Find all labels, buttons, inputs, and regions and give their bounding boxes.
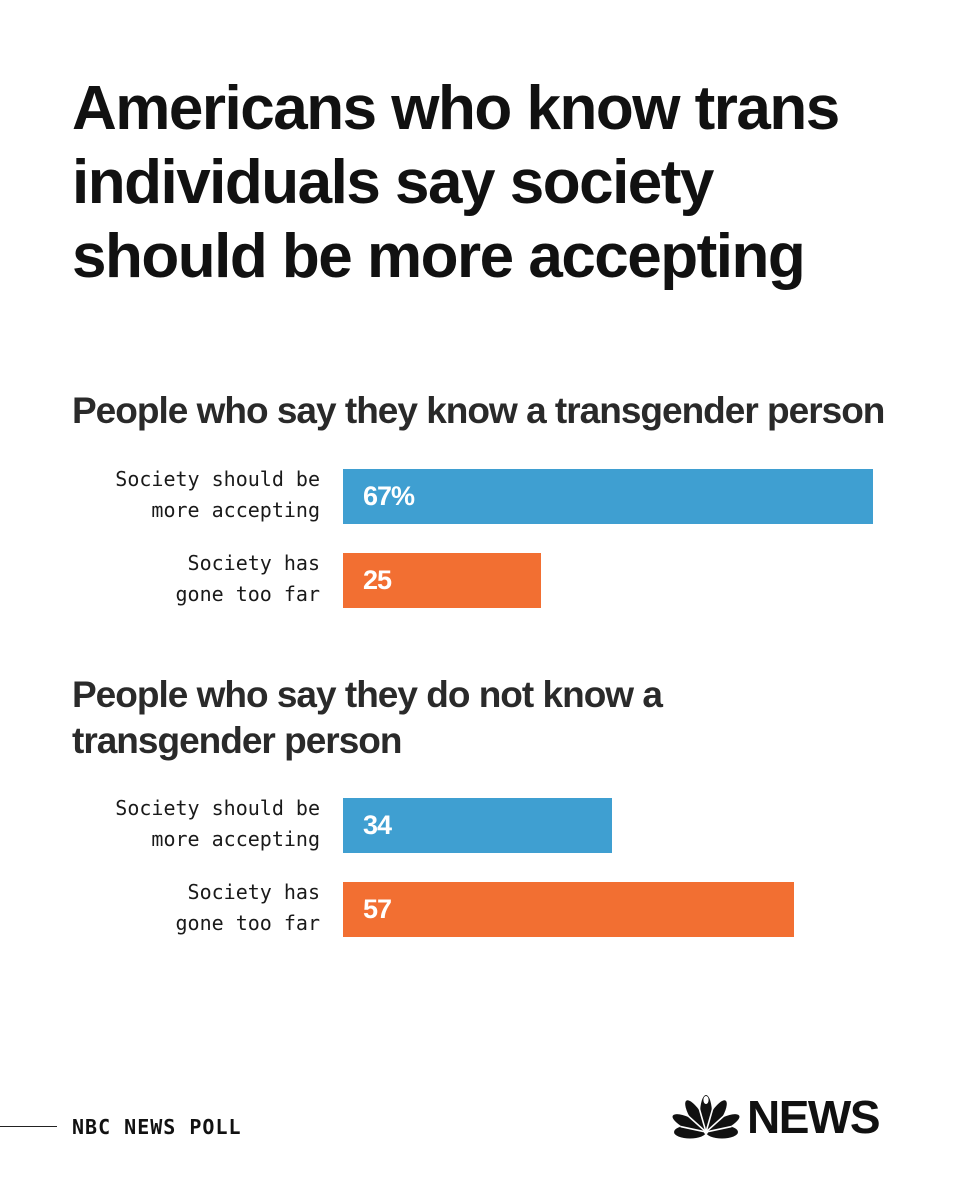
- bar-row: Society should be more accepting 67%: [0, 467, 960, 525]
- bar: 25: [343, 553, 541, 608]
- bar: 34: [343, 798, 612, 853]
- bar-row: Society has gone too far 25: [0, 551, 960, 609]
- footer-divider: [0, 1126, 57, 1127]
- group-title-line: People who say they know a transgender p…: [72, 390, 885, 431]
- category-label: Society should be more accepting: [40, 464, 320, 526]
- bar: 67%: [343, 469, 873, 524]
- data-label: 57: [363, 894, 392, 924]
- category-label-line: Society has: [187, 551, 320, 575]
- bar-row: Society should be more accepting 34: [0, 796, 960, 854]
- bar-row: Society has gone too far 57: [0, 880, 960, 938]
- logo-wordmark: NEWS: [747, 1091, 881, 1143]
- data-label: 25: [363, 565, 392, 595]
- category-label-line: Society should be: [115, 467, 320, 491]
- bar: 57: [343, 882, 794, 937]
- category-label: Society has gone too far: [40, 548, 321, 610]
- chart-title-line: should be more accepting: [72, 222, 806, 291]
- category-label: Society has gone too far: [40, 877, 321, 939]
- peacock-icon: [672, 1095, 740, 1139]
- data-label: 67%: [363, 481, 415, 511]
- category-label-line: gone too far: [175, 911, 321, 935]
- group-title-know: People who say they know a transgender p…: [72, 388, 912, 434]
- category-label-line: gone too far: [175, 582, 321, 606]
- category-label-line: Society should be: [115, 796, 320, 820]
- category-label-line: Society has: [187, 880, 320, 904]
- category-label: Society should be more accepting: [40, 793, 320, 855]
- group-title-line: transgender person: [72, 720, 402, 761]
- chart-title-line: Americans who know trans: [72, 74, 840, 143]
- category-label-line: more accepting: [151, 498, 320, 522]
- category-label-line: more accepting: [151, 827, 320, 851]
- chart-title: Americans who know trans individuals say…: [72, 72, 892, 294]
- source-label: NBC NEWS POLL: [72, 1115, 242, 1139]
- data-label: 34: [363, 810, 392, 840]
- chart-title-line: individuals say society: [72, 148, 714, 217]
- nbc-news-logo: NEWS: [672, 1092, 896, 1142]
- group-title-do-not-know: People who say they do not know a transg…: [72, 672, 912, 764]
- group-title-line: People who say they do not know a: [72, 674, 663, 715]
